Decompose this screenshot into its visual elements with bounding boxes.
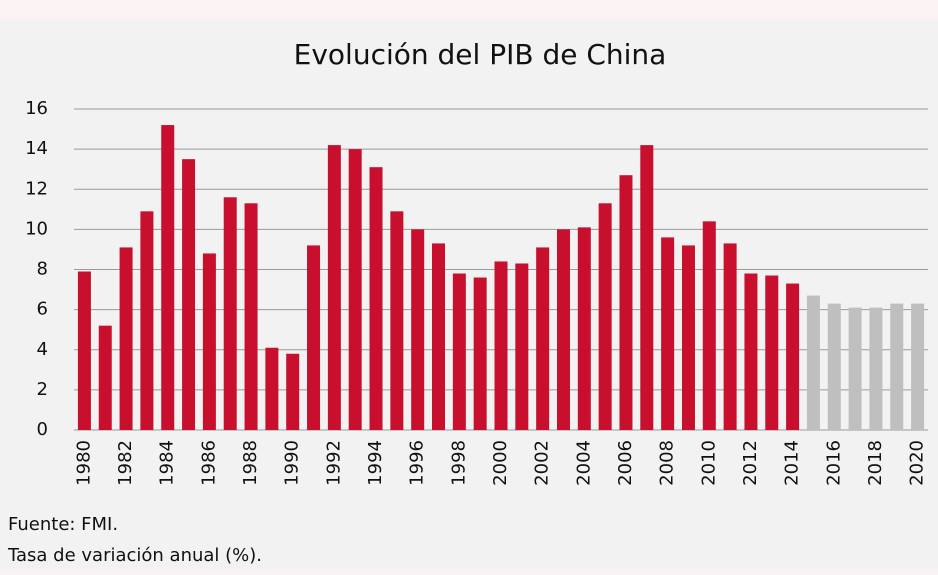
bar [432, 243, 446, 430]
y-tick-label: 6 [37, 299, 48, 320]
x-tick-label: 2006 [615, 440, 636, 486]
panel [0, 20, 938, 571]
bar [473, 277, 487, 430]
bar [390, 211, 404, 430]
bar [286, 353, 300, 430]
bar [744, 273, 758, 430]
y-tick-label: 14 [25, 138, 48, 159]
bar [307, 245, 321, 430]
x-tick-label: 1982 [115, 440, 136, 486]
bar [661, 237, 675, 430]
bar [869, 307, 883, 430]
bar [98, 325, 112, 430]
y-tick-label: 16 [25, 98, 48, 119]
y-tick-label: 10 [25, 218, 48, 239]
bar [223, 197, 237, 430]
x-tick-label: 2008 [657, 440, 678, 486]
bar [723, 243, 737, 430]
y-tick-label: 8 [37, 259, 48, 280]
bar [182, 159, 196, 430]
bar [556, 229, 570, 430]
x-tick-label: 1990 [282, 440, 303, 486]
y-tick-label: 2 [37, 379, 48, 400]
bar [640, 145, 654, 431]
x-tick-label: 1992 [323, 440, 344, 486]
x-tick-label: 2000 [490, 440, 511, 486]
bar [515, 263, 529, 430]
bar [411, 229, 425, 430]
y-tick-label: 12 [25, 178, 48, 199]
x-tick-label: 1988 [240, 440, 261, 486]
bar [827, 303, 841, 430]
x-tick-label: 2018 [865, 440, 886, 486]
x-tick-label: 1986 [198, 440, 219, 486]
x-tick-label: 2004 [573, 440, 594, 486]
x-tick-label: 1980 [73, 440, 94, 486]
bar [702, 221, 716, 430]
bar [494, 261, 508, 430]
note: Tasa de variación anual (%). [7, 545, 262, 566]
bar [140, 211, 154, 430]
bar [244, 203, 258, 430]
bar [327, 145, 341, 431]
x-tick-label: 2016 [823, 440, 844, 486]
bar [806, 295, 820, 430]
bar [348, 149, 362, 430]
x-tick-label: 1994 [365, 440, 386, 486]
bar [598, 203, 612, 430]
bar [119, 247, 133, 430]
x-tick-label: 2020 [907, 440, 928, 486]
y-tick-label: 4 [37, 339, 48, 360]
bar [77, 271, 91, 430]
bar [848, 307, 862, 430]
x-tick-label: 2012 [740, 440, 761, 486]
chart-title: Evolución del PIB de China [294, 38, 667, 71]
bar [911, 303, 925, 430]
x-tick-label: 1984 [157, 440, 178, 486]
x-tick-label: 1996 [407, 440, 428, 486]
bar [681, 245, 695, 430]
x-tick-label: 2014 [782, 440, 803, 486]
x-tick-label: 1998 [448, 440, 469, 486]
bar [619, 175, 633, 430]
x-tick-label: 2002 [532, 440, 553, 486]
bar [161, 125, 175, 431]
bar [369, 167, 383, 430]
bar [452, 273, 466, 430]
bar [890, 303, 904, 430]
bar [786, 283, 800, 430]
y-tick-label: 0 [37, 419, 48, 440]
x-tick-label: 2010 [698, 440, 719, 486]
bar [536, 247, 550, 430]
bar [265, 347, 279, 430]
bar [577, 227, 591, 430]
bar [202, 253, 216, 430]
note: Fuente: FMI. [8, 514, 118, 535]
bar [765, 275, 779, 430]
